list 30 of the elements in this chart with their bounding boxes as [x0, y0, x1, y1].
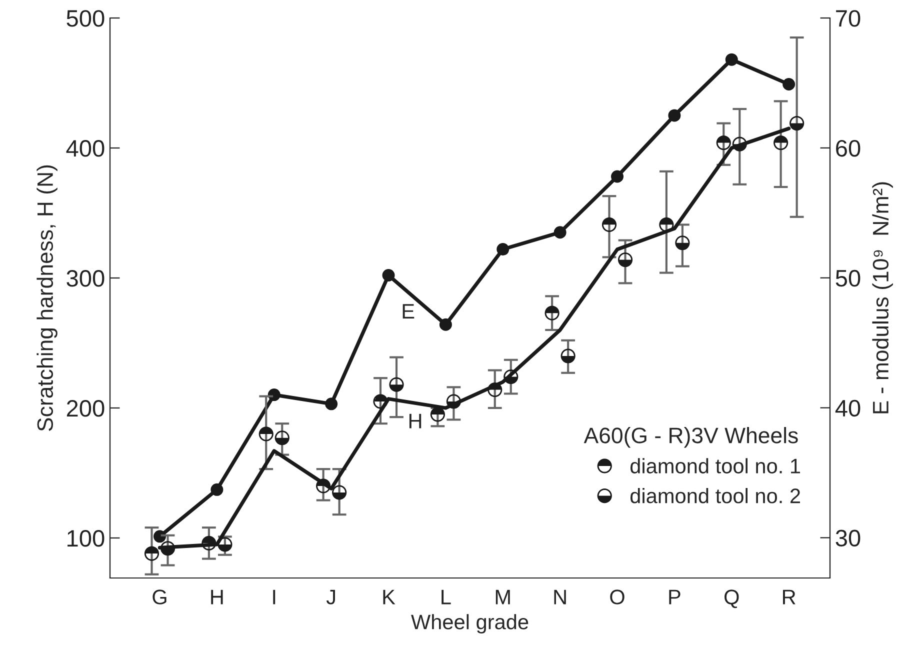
x-axis-title: Wheel grade — [411, 614, 528, 634]
x-tick-label: J — [326, 590, 335, 604]
y2-tick-label: 40 — [835, 400, 860, 417]
legend-label: diamond tool no. 2 — [630, 488, 800, 504]
y2-axis-title: E - modulus (10⁹ N/m²) — [872, 182, 893, 414]
x-tick-label: Q — [724, 590, 739, 608]
annotation: H — [409, 414, 422, 428]
x-tick-label: R — [783, 590, 796, 604]
y2-tick-label: 60 — [836, 140, 860, 157]
y-axis-title: Scratching hardness, H (N) — [36, 165, 58, 431]
x-tick-label: H — [211, 590, 223, 604]
y2-tick-label: 30 — [836, 530, 860, 547]
y-tick-label: 400 — [66, 140, 104, 157]
x-tick-label: L — [442, 590, 451, 604]
y2-tick-label: 50 — [836, 270, 860, 287]
x-tick-label: G — [152, 590, 166, 604]
y-tick-label: 300 — [66, 270, 104, 287]
y-tick-label: 200 — [66, 400, 104, 417]
x-tick-label: M — [496, 590, 510, 604]
y2-tick-label: 70 — [836, 10, 860, 27]
y-tick-label: 500 — [66, 10, 104, 27]
x-tick-label: P — [669, 590, 680, 604]
legend-label: diamond tool no. 1 — [630, 458, 800, 474]
x-tick-label: I — [273, 590, 276, 604]
x-tick-label: N — [554, 590, 566, 604]
annotation: E — [402, 304, 414, 319]
x-tick-label: K — [383, 590, 396, 604]
y-tick-label: 100 — [68, 530, 104, 547]
legend-title: A60(G - R)3V Wheels — [584, 427, 798, 448]
x-tick-label: O — [610, 590, 624, 604]
